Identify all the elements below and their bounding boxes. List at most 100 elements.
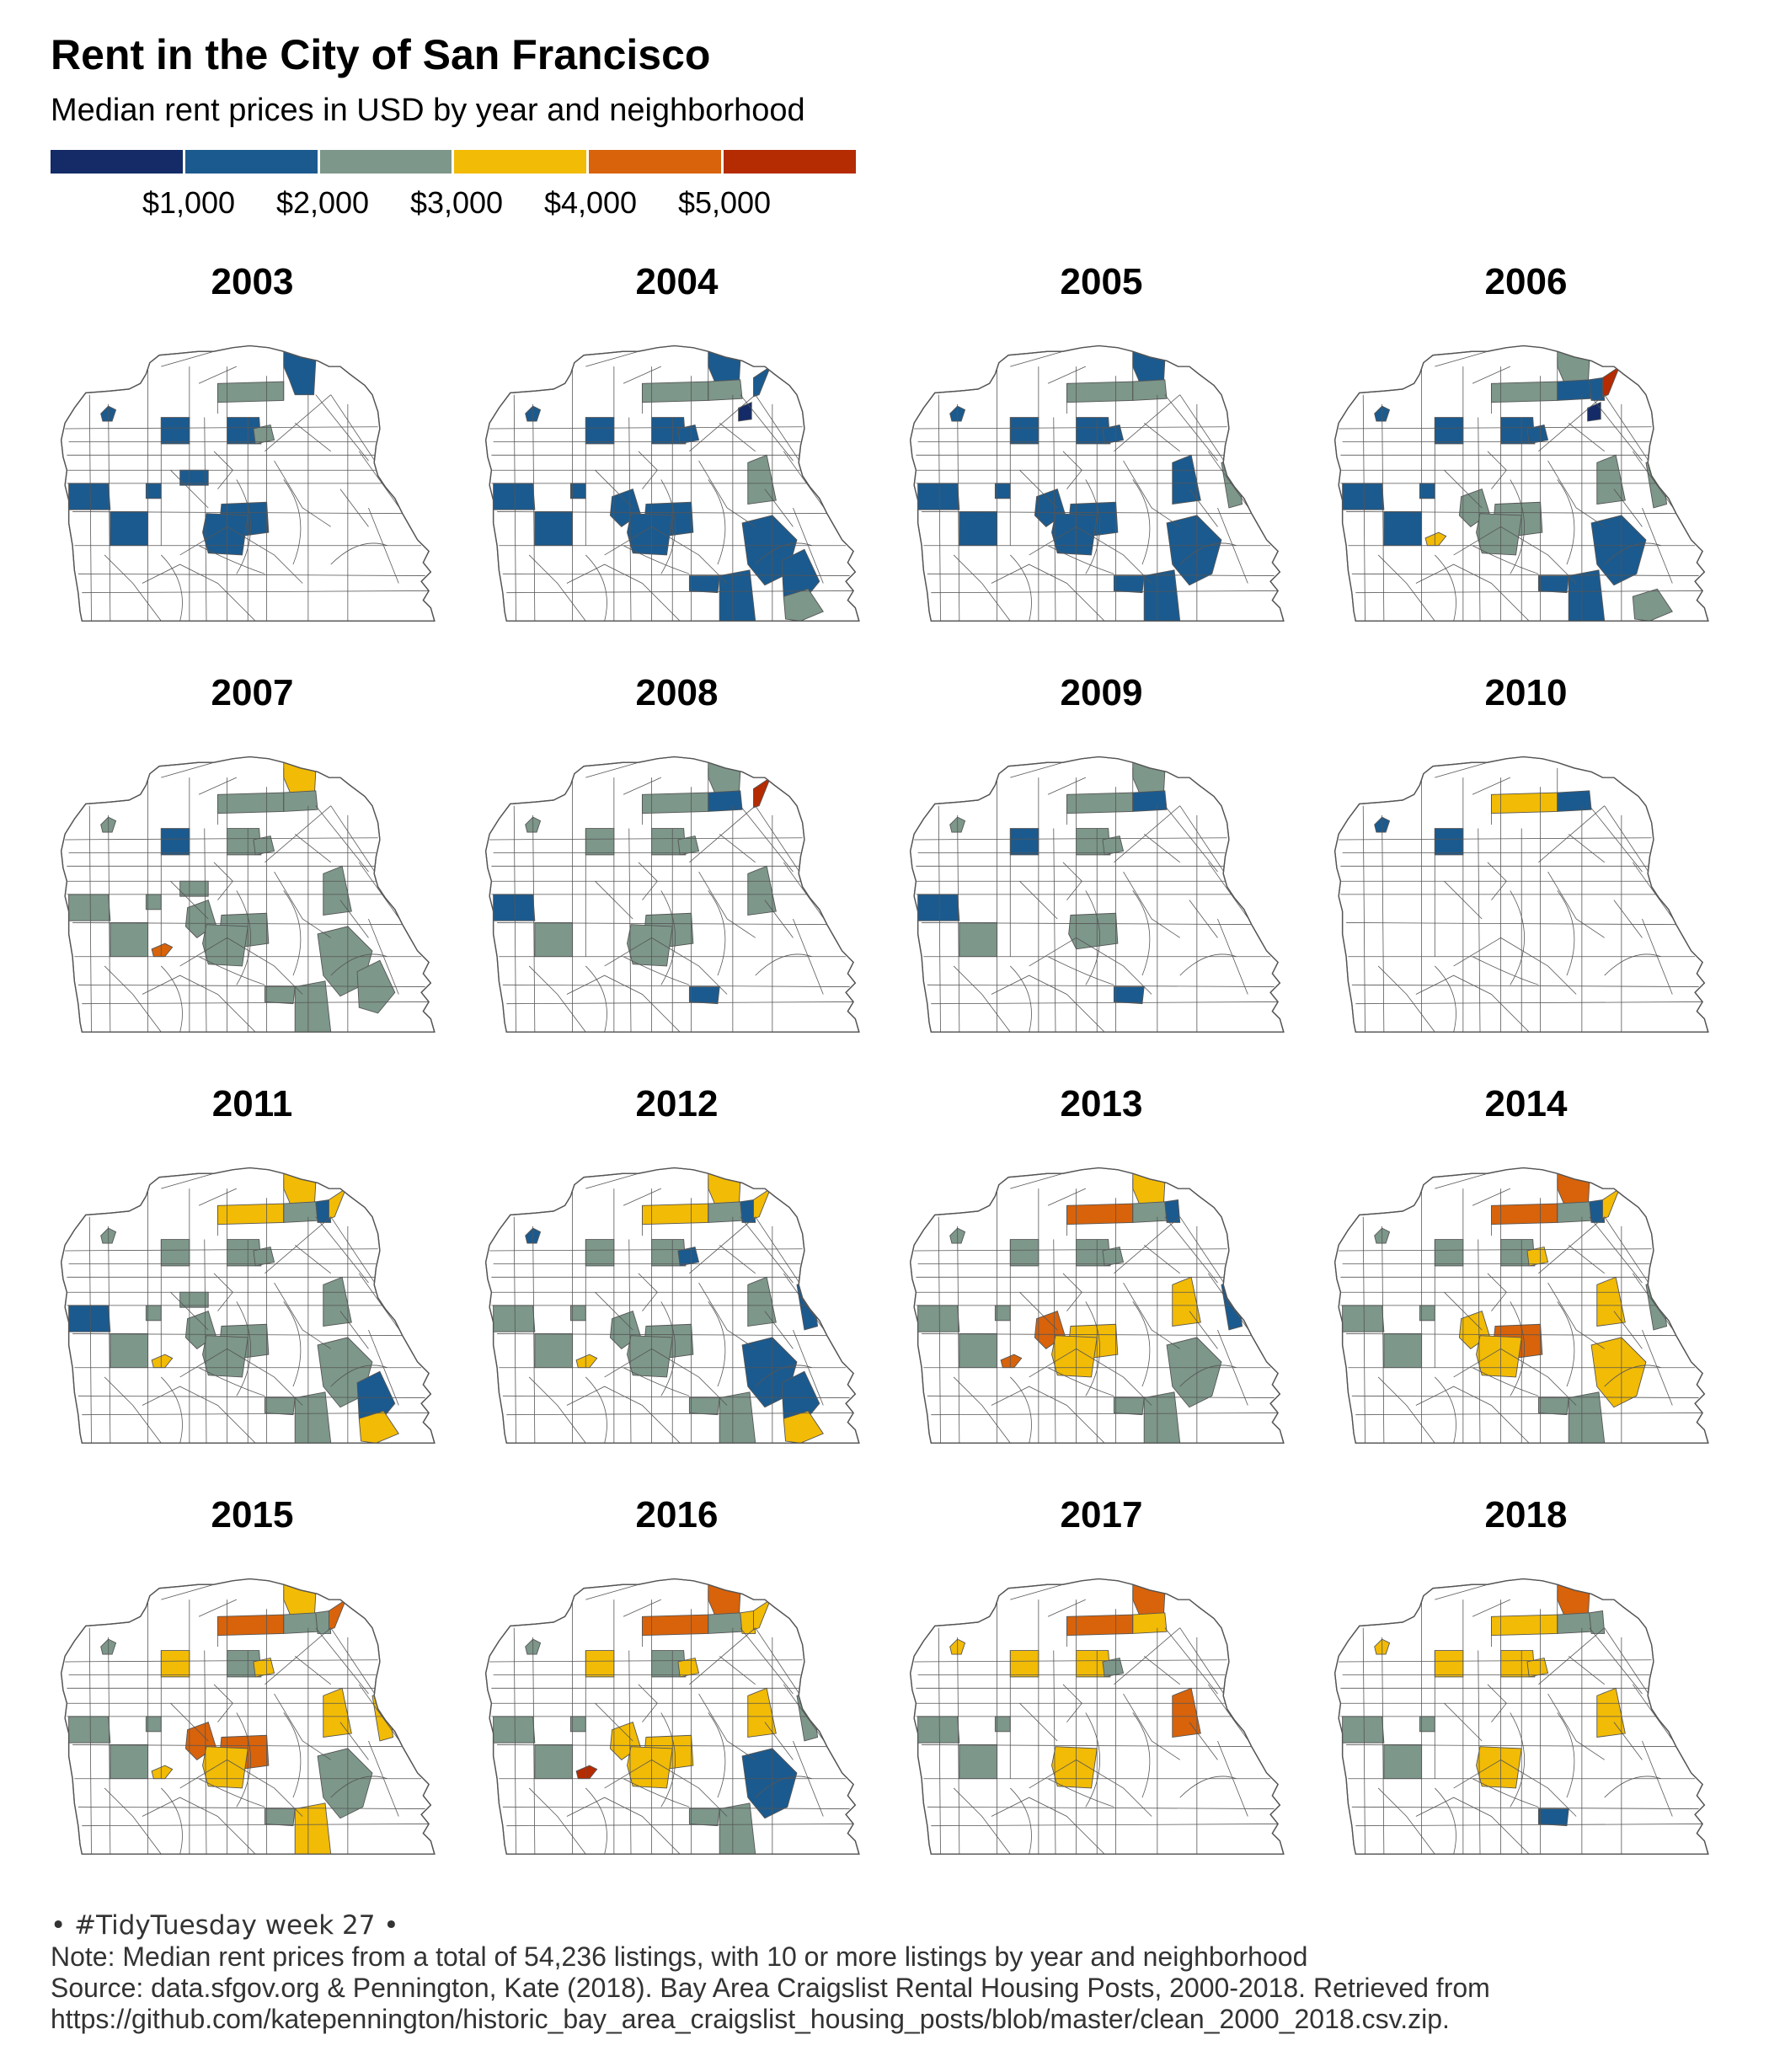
neighborhood-fill-b3 bbox=[585, 417, 615, 445]
legend-color-bar bbox=[51, 150, 856, 174]
sf-neighborhood-map bbox=[484, 1167, 860, 1444]
legend-swatch-0 bbox=[51, 150, 183, 174]
sf-neighborhood-map bbox=[909, 1167, 1285, 1444]
caption-source: Source: data.sfgov.org & Pennington, Kat… bbox=[51, 1973, 1490, 2003]
neighborhood-fill-p1 bbox=[783, 1410, 824, 1444]
neighborhood-fill-c1 bbox=[1066, 381, 1134, 403]
neighborhood-fill-h1 bbox=[1342, 483, 1385, 510]
neighborhood-fill-r2 bbox=[110, 1333, 149, 1369]
neighborhood-fill-r2 bbox=[959, 922, 998, 958]
neighborhood-fill-r2 bbox=[959, 1744, 998, 1780]
neighborhood-fill-m5 bbox=[323, 1276, 352, 1327]
neighborhood-fill-h1 bbox=[1342, 1716, 1385, 1744]
neighborhood-fill-r2 bbox=[534, 511, 574, 547]
neighborhood-fill-j2 bbox=[151, 1354, 174, 1369]
neighborhood-fill-i4 bbox=[627, 924, 673, 967]
neighborhood-fill-q1 bbox=[688, 1397, 720, 1416]
neighborhood-fill-c1 bbox=[641, 1203, 709, 1226]
neighborhood-fill-t3 bbox=[294, 980, 332, 1033]
neighborhood-fill-r1 bbox=[1419, 1305, 1435, 1322]
neighborhood-boundaries bbox=[65, 761, 430, 1033]
neighborhood-fill-r2 bbox=[534, 1744, 574, 1780]
neighborhood-fill-i4 bbox=[1051, 1335, 1098, 1378]
neighborhood-fill-r2 bbox=[534, 1333, 574, 1369]
neighborhood-fill-e6 bbox=[677, 1246, 700, 1267]
neighborhood-fill-p1 bbox=[1632, 588, 1673, 622]
caption: • #TidyTuesday week 27 • Note: Median re… bbox=[51, 1910, 1490, 2035]
neighborhood-fill-c2 bbox=[1132, 1201, 1168, 1223]
neighborhood-fill-i4 bbox=[1476, 1746, 1522, 1789]
neighborhood-fill-e6 bbox=[677, 835, 700, 856]
neighborhood-fill-c3 bbox=[740, 1199, 756, 1223]
sf-neighborhood-map bbox=[484, 1578, 860, 1855]
legend-label-4000: $4,000 bbox=[543, 185, 638, 220]
neighborhood-fill-i4 bbox=[202, 1746, 249, 1789]
neighborhood-fill-b3 bbox=[1434, 828, 1464, 856]
sf-neighborhood-map bbox=[909, 344, 1285, 622]
neighborhood-fill-m2 bbox=[329, 1187, 347, 1220]
neighborhood-fill-h1 bbox=[493, 1305, 536, 1332]
neighborhood-fill-i4 bbox=[202, 1335, 249, 1378]
neighborhood-fill-q1 bbox=[264, 986, 296, 1005]
map-panel-2010: 2010 bbox=[1313, 672, 1739, 1068]
neighborhood-fill-h1 bbox=[917, 1716, 960, 1744]
neighborhood-fill-c1 bbox=[1066, 1203, 1134, 1226]
neighborhood-boundaries bbox=[1339, 1583, 1703, 1855]
legend-swatch-2 bbox=[319, 150, 452, 174]
neighborhood-fill-r1 bbox=[145, 483, 162, 499]
neighborhood-fill-e6 bbox=[1526, 424, 1549, 445]
neighborhood-fill-b3 bbox=[585, 828, 615, 856]
map-panel-2009: 2009 bbox=[889, 672, 1314, 1068]
neighborhood-fill-r1 bbox=[569, 1305, 586, 1322]
neighborhood-fill-t3 bbox=[719, 569, 756, 622]
neighborhood-boundaries bbox=[65, 1172, 430, 1444]
map-panel-2011: 2011 bbox=[40, 1083, 465, 1479]
neighborhood-fill-e6 bbox=[253, 1246, 275, 1267]
neighborhood-fill-r1 bbox=[569, 483, 586, 499]
panel-year-title: 2009 bbox=[1060, 672, 1143, 713]
neighborhood-fill-m2 bbox=[753, 365, 772, 398]
neighborhood-fill-b3 bbox=[1009, 1650, 1039, 1678]
neighborhood-fill-c2 bbox=[1132, 379, 1168, 401]
neighborhood-fill-c1 bbox=[1066, 792, 1134, 814]
neighborhood-fill-r2 bbox=[534, 922, 574, 958]
neighborhood-fill-m5 bbox=[323, 1687, 352, 1738]
caption-source-url: https://github.com/katepennington/histor… bbox=[51, 2004, 1450, 2034]
neighborhood-fill-c1 bbox=[1490, 381, 1558, 403]
neighborhood-fill-q1 bbox=[1113, 575, 1145, 594]
neighborhood-fill-e6 bbox=[1102, 835, 1125, 856]
neighborhood-fill-h1 bbox=[68, 1716, 111, 1744]
neighborhood-boundaries bbox=[65, 350, 430, 622]
neighborhood-fill-b3 bbox=[1009, 1239, 1039, 1267]
neighborhood-fill-c2 bbox=[1557, 1612, 1592, 1634]
neighborhood-fill-c2 bbox=[1132, 790, 1168, 812]
neighborhood-fill-c1 bbox=[1066, 1614, 1134, 1637]
neighborhood-fill-c3 bbox=[1589, 377, 1606, 401]
neighborhood-fill-r2 bbox=[110, 511, 149, 547]
legend-swatch-4 bbox=[589, 150, 722, 174]
neighborhood-fill-c3 bbox=[315, 1610, 332, 1634]
neighborhood-fill-p1 bbox=[358, 1410, 399, 1444]
panel-year-title: 2013 bbox=[1060, 1083, 1143, 1124]
sf-neighborhood-map bbox=[60, 1167, 436, 1444]
sf-neighborhood-map bbox=[484, 756, 860, 1033]
neighborhood-fill-m5 bbox=[323, 865, 352, 916]
map-panel-2004: 2004 bbox=[464, 261, 890, 657]
neighborhood-fill-p1 bbox=[783, 588, 824, 622]
neighborhood-fill-q1 bbox=[688, 986, 720, 1005]
neighborhood-fill-k1 bbox=[179, 880, 209, 897]
neighborhood-fill-j2 bbox=[151, 1765, 174, 1780]
neighborhood-fill-h1 bbox=[68, 483, 111, 510]
neighborhood-fill-q1 bbox=[1537, 575, 1569, 594]
neighborhood-fill-c1 bbox=[641, 381, 709, 403]
neighborhood-fill-c2 bbox=[1557, 790, 1592, 812]
neighborhood-fill-e6 bbox=[1526, 1246, 1549, 1267]
neighborhood-fill-r1 bbox=[994, 1716, 1011, 1733]
neighborhood-boundaries bbox=[489, 761, 854, 1033]
neighborhood-fill-r2 bbox=[1383, 1744, 1423, 1780]
neighborhood-fill-m2 bbox=[753, 1187, 772, 1220]
neighborhood-boundaries bbox=[914, 1172, 1279, 1444]
map-panel-2007: 2007 bbox=[40, 672, 465, 1068]
neighborhood-fill-k1 bbox=[179, 1291, 209, 1308]
panel-year-title: 2017 bbox=[1060, 1494, 1143, 1535]
